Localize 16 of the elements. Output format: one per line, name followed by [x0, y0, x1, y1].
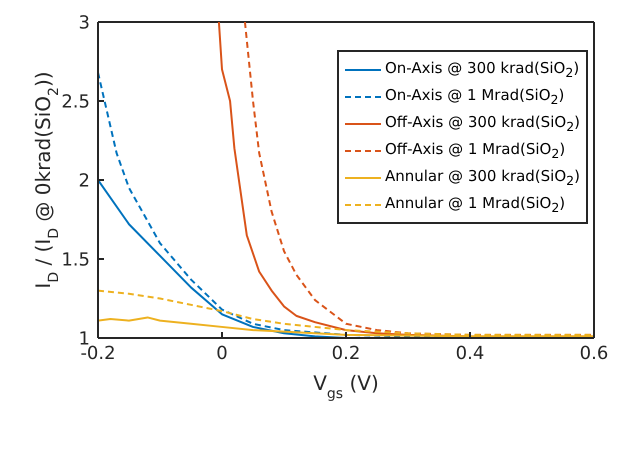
y-tick-label: 1.5 [61, 249, 90, 270]
legend-label: On-Axis @ 300 krad(SiO$_{2}$) [384, 59, 580, 80]
y-tick-label: 1 [78, 328, 90, 350]
legend-label: Off-Axis @ 300 krad(SiO$_{2}$) [384, 113, 580, 134]
legend-label: On-Axis @ 1 Mrad(SiO$_{2}$) [384, 86, 564, 107]
legend-label: Off-Axis @ 1 Mrad(SiO$_{2}$) [384, 140, 566, 161]
legend-label: Annular @ 1 Mrad(SiO$_{2}$) [384, 194, 566, 215]
x-tick-label: 0 [216, 342, 228, 364]
y-tick-label: 2 [78, 170, 90, 192]
y-tick-label: 3 [78, 12, 90, 34]
x-tick-label: 0.6 [580, 342, 608, 364]
x-tick-label: 0.2 [332, 342, 360, 364]
y-tick-label: 2.5 [61, 91, 90, 112]
x-tick-label: 0.4 [456, 342, 484, 364]
x-axis-title: V$_{gs}$ (V) [313, 371, 379, 402]
legend-label: Annular @ 300 krad(SiO$_{2}$) [384, 167, 580, 188]
